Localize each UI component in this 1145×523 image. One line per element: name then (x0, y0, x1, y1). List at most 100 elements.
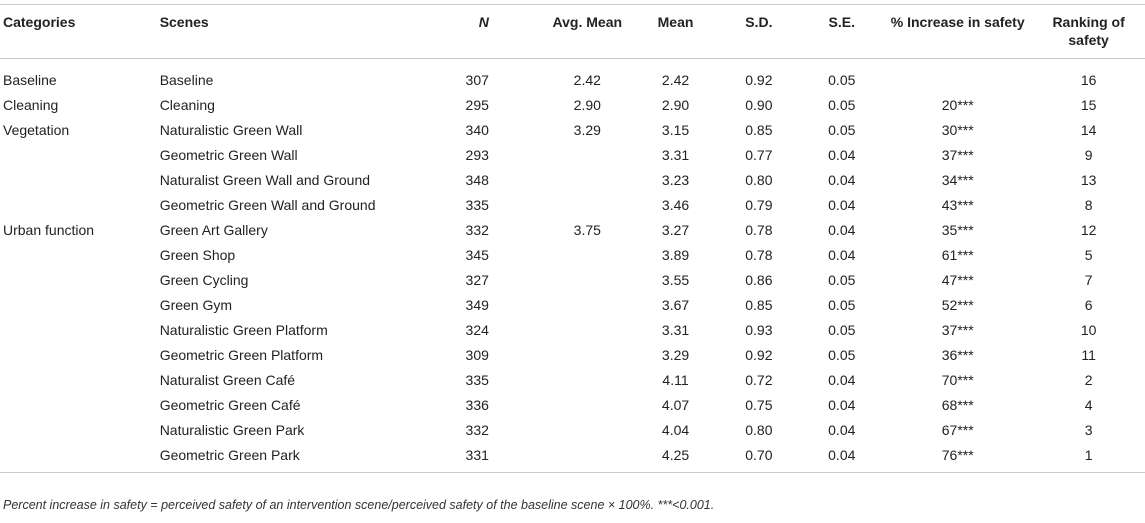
cell-mean: 3.46 (661, 197, 690, 213)
table-row: Naturalistic Green Park 332 4.04 0.80 0.04 67… (0, 418, 1145, 443)
cell-increase: 30*** (941, 122, 974, 138)
table-row: Cleaning Cleaning 295 2.90 2.90 0.90 0.05 20***… (0, 93, 1145, 118)
cell-scene: Green Gym (159, 297, 233, 313)
cell-se: 0.04 (828, 172, 856, 188)
cell-ranking: 14 (1080, 122, 1097, 138)
cell-sd: 0.80 (745, 172, 773, 188)
cell-avg-mean (541, 143, 634, 168)
cell-ranking: 3 (1084, 422, 1093, 438)
cell-n: 295 (465, 97, 489, 113)
cell-sd: 0.85 (745, 297, 773, 313)
cell-category (0, 243, 148, 268)
cell-sd: 0.78 (745, 247, 773, 263)
cell-se: 0.05 (828, 322, 856, 338)
cell-se: 0.04 (828, 222, 856, 238)
cell-increase: 68*** (941, 397, 974, 413)
cell-se: 0.04 (828, 397, 856, 413)
cell-avg-mean: 2.90 (573, 97, 601, 113)
cell-scene: Naturalistic Green Wall (159, 122, 303, 138)
cell-n: 293 (465, 147, 489, 163)
cell-scene: Naturalistic Green Platform (159, 322, 328, 338)
cell-scene: Green Cycling (159, 272, 249, 288)
footnote: Percent increase in safety = perceived s… (3, 498, 715, 512)
cell-sd: 0.90 (745, 97, 773, 113)
cell-ranking: 16 (1080, 72, 1097, 88)
table-row: Urban function Green Art Gallery 332 3.75 3.… (0, 218, 1145, 243)
cell-se: 0.05 (828, 122, 856, 138)
cell-mean: 3.15 (661, 122, 690, 138)
cell-n: 331 (446, 443, 541, 473)
cell-category (0, 268, 148, 293)
cell-increase: 76*** (883, 443, 1033, 473)
cell-ranking: 1 (1032, 443, 1145, 473)
cell-ranking: 8 (1084, 197, 1093, 213)
cell-ranking: 9 (1084, 147, 1093, 163)
cell-ranking: 4 (1084, 397, 1093, 413)
cell-increase: 61*** (941, 247, 974, 263)
cell-n: 335 (465, 372, 489, 388)
cell-sd: 0.92 (745, 72, 773, 88)
cell-category: Vegetation (3, 122, 70, 138)
cell-scene: Green Art Gallery (159, 222, 268, 238)
header-sd: S.D. (717, 4, 801, 59)
cell-category: Urban function (3, 222, 95, 238)
table-row: Geometric Green Wall and Ground 335 3.46 0.… (0, 193, 1145, 218)
safety-table: Categories Scenes N Avg. Mean Mean S.D. … (0, 4, 1145, 473)
table-header: Categories Scenes N Avg. Mean Mean S.D. … (0, 4, 1145, 59)
cell-avg-mean (541, 268, 634, 293)
cell-category: Cleaning (3, 97, 59, 113)
cell-sd: 0.79 (745, 197, 773, 213)
cell-scene: Geometric Green Park (147, 443, 447, 473)
cell-mean: 2.90 (661, 97, 690, 113)
cell-sd: 0.85 (745, 122, 773, 138)
cell-increase: 67*** (941, 422, 974, 438)
cell-se: 0.04 (828, 372, 856, 388)
cell-avg-mean (541, 393, 634, 418)
cell-ranking: 5 (1084, 247, 1093, 263)
cell-category (0, 193, 148, 218)
cell-sd: 0.70 (717, 443, 801, 473)
cell-scene: Naturalist Green Wall and Ground (159, 172, 371, 188)
header-n: N (446, 4, 541, 59)
cell-increase: 43*** (941, 197, 974, 213)
cell-sd: 0.75 (745, 397, 773, 413)
cell-avg-mean (541, 343, 634, 368)
cell-scene: Geometric Green Café (159, 397, 301, 413)
cell-avg-mean: 3.29 (573, 122, 601, 138)
header-categories: Categories (0, 4, 148, 59)
cell-n: 336 (465, 397, 489, 413)
cell-n: 332 (465, 222, 489, 238)
cell-se: 0.04 (828, 147, 856, 163)
cell-sd: 0.77 (745, 147, 773, 163)
cell-scene: Geometric Green Wall (159, 147, 298, 163)
cell-mean: 4.07 (661, 397, 690, 413)
table-row: Vegetation Naturalistic Green Wall 340 3.29… (0, 118, 1145, 143)
cell-n: 307 (465, 72, 489, 88)
cell-se: 0.04 (828, 247, 856, 263)
cell-ranking: 12 (1080, 222, 1097, 238)
cell-increase: 35*** (941, 222, 974, 238)
cell-mean: 3.23 (661, 172, 690, 188)
table-row: Geometric Green Café 336 4.07 0.75 0.04 68***… (0, 393, 1145, 418)
cell-ranking: 15 (1080, 97, 1097, 113)
cell-n: 349 (465, 297, 489, 313)
cell-category (0, 168, 148, 193)
cell-avg-mean (541, 293, 634, 318)
table-row: Geometric Green Platform 309 3.29 0.92 0.05 3… (0, 343, 1145, 368)
table-row: Naturalist Green Wall and Ground 348 3.23 0… (0, 168, 1145, 193)
header-scenes: Scenes (147, 4, 447, 59)
cell-scene: Naturalistic Green Park (159, 422, 305, 438)
cell-category (0, 318, 148, 343)
cell-se: 0.04 (828, 422, 856, 438)
cell-ranking: 11 (1081, 347, 1096, 363)
cell-avg-mean (541, 418, 634, 443)
table-row: Green Gym 349 3.67 0.85 0.05 52*** 6 (0, 293, 1145, 318)
cell-increase: 36*** (941, 347, 974, 363)
header-mean: Mean (633, 4, 718, 59)
cell-n: 335 (465, 197, 489, 213)
cell-n: 327 (465, 272, 489, 288)
header-ranking: Ranking of safety (1032, 4, 1145, 59)
table-body: Baseline Baseline 307 2.42 2.42 0.92 0.05 16 Cle… (0, 59, 1145, 473)
cell-ranking: 6 (1084, 297, 1093, 313)
